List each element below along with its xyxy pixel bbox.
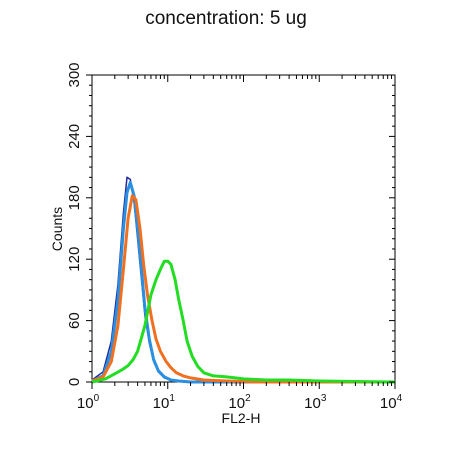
x-tick-label: 103 [304, 393, 327, 412]
x-tick-label: 101 [153, 393, 176, 412]
chart-title: concentration: 5 ug [145, 8, 307, 29]
y-tick-label: 300 [66, 62, 83, 87]
y-tick-label: 240 [66, 124, 83, 149]
series-line-1 [91, 180, 395, 384]
series-layer [91, 176, 396, 384]
tick-labels-layer: 100 101 102 103 104 0 60 120 180 240 300 [66, 62, 403, 412]
y-tick-label: 60 [66, 312, 83, 329]
y-axis-label: Counts [49, 207, 65, 251]
series-line-2 [91, 194, 395, 384]
x-tick-label: 102 [228, 393, 251, 412]
series-line-3 [91, 259, 396, 384]
y-tick-label: 120 [66, 247, 83, 272]
y-tick-label: 0 [66, 378, 83, 386]
x-axis-label: FL2-H [222, 410, 261, 426]
ticks-layer [86, 74, 396, 389]
x-tick-label: 100 [77, 393, 100, 412]
x-tick-label: 104 [380, 393, 403, 412]
y-tick-label: 180 [66, 185, 83, 210]
